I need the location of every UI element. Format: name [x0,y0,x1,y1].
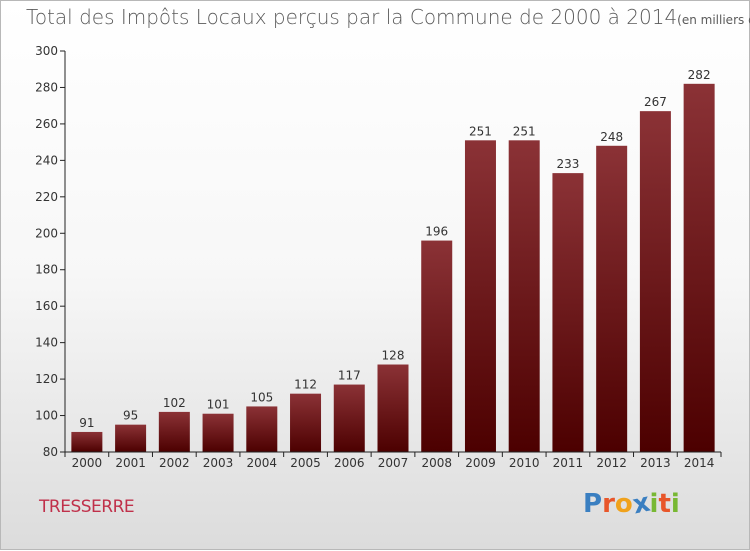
value-label-2013: 267 [644,95,667,109]
logo-letter: t [658,489,671,519]
bar-2003 [202,413,234,452]
bar-2007 [377,364,409,452]
x-tick-label: 2003 [203,456,234,470]
x-tick-label: 2007 [378,456,409,470]
y-tick-label: 300 [35,44,58,58]
logo-letter: r [602,489,615,519]
value-label-2006: 117 [338,369,361,383]
bar-2010 [508,140,540,452]
value-label-2010: 251 [513,124,536,138]
x-tick-label: 2010 [509,456,540,470]
bars: 91 95 102 101 105 112 117 128 196 251 251 233 248 267… [71,68,715,453]
y-tick-label: 220 [35,190,58,204]
y-tick-label: 240 [35,153,58,167]
x-tick-label: 2009 [465,456,496,470]
y-tick-label: 120 [35,372,58,386]
commune-name: TRESSERRE [39,497,135,517]
y-tick-label: 280 [35,80,58,94]
x-tick-label: 2002 [159,456,190,470]
chart-title-main: Total des Impôts Locaux perçus par la Co… [26,5,678,29]
value-label-2003: 101 [207,398,230,412]
chart-title-unit: (en milliers d'€) [677,13,750,27]
y-tick-label: 260 [35,117,58,131]
y-tick-label: 140 [35,336,58,350]
chart-title: Total des Impôts Locaux perçus par la Co… [26,5,750,29]
logo-letter: o [614,489,633,519]
y-tick-label: 100 [35,409,58,423]
bar-2009 [464,140,496,452]
x-tick-label: 2004 [247,456,278,470]
y-axis: 80 100 120 140 160 180 200 220 240 260 280 300 [35,44,66,459]
bar-2006 [333,384,365,452]
value-label-2000: 91 [79,416,94,430]
y-tick-label: 160 [35,299,58,313]
x-tick-label: 2005 [290,456,321,470]
value-label-2005: 112 [294,378,317,392]
proxiti-logo[interactable]: Proxiti [583,488,680,521]
value-label-2002: 102 [163,396,186,410]
y-tick-label: 200 [35,226,58,240]
x-tick-label: 2011 [553,456,584,470]
value-label-2001: 95 [123,409,138,423]
x-tick-label: 2000 [72,456,103,470]
bar-2013 [639,111,671,453]
x-axis: 2000 2001 2002 2003 2004 2005 2006 2007 2008 2009… [64,451,722,470]
bar-2014 [683,83,715,453]
logo-letter: P [583,489,603,519]
bar-2012 [596,145,628,453]
bar-2011 [552,173,584,452]
logo-letter: i [649,489,659,519]
x-tick-label: 2008 [421,456,452,470]
value-label-2004: 105 [250,390,273,404]
bar-2002 [158,411,190,452]
value-label-2012: 248 [600,130,623,144]
value-label-2007: 128 [382,349,405,363]
logo-letter: i [670,489,680,519]
y-tick-label: 180 [35,263,58,277]
x-tick-label: 2001 [115,456,146,470]
value-label-2011: 233 [556,157,579,171]
bar-2005 [290,393,322,452]
value-label-2008: 196 [425,225,448,239]
x-tick-label: 2012 [596,456,627,470]
value-label-2009: 251 [469,124,492,138]
bar-2004 [246,406,278,452]
y-tick-label: 80 [43,445,58,459]
x-tick-label: 2014 [684,456,715,470]
bar-2000 [71,431,103,452]
bar-2001 [115,424,147,452]
bar-2008 [421,240,453,452]
x-tick-label: 2013 [640,456,671,470]
value-label-2014: 282 [688,68,711,82]
x-tick-label: 2006 [334,456,365,470]
